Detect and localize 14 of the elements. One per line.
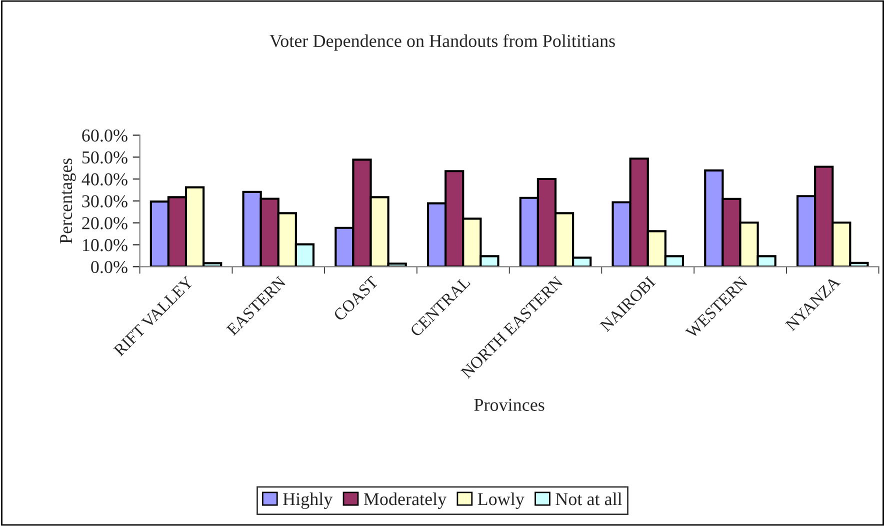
chart-title: Voter Dependence on Handouts from Polititians	[270, 34, 615, 51]
legend-label: Lowly	[478, 492, 524, 509]
legend-label: Highly	[283, 492, 333, 509]
legend-label: Moderately	[364, 492, 447, 509]
y-tick-label: 40.0%	[82, 173, 128, 186]
y-axis-title: Percentages	[60, 158, 76, 244]
y-tick-label: 30.0%	[82, 195, 128, 208]
x-axis-title: Provinces	[474, 398, 544, 411]
y-tick-label: 10.0%	[82, 239, 128, 252]
y-tick-label: 0.0%	[91, 260, 128, 274]
y-tick-label: 20.0%	[82, 217, 128, 230]
y-tick-label: 60.0%	[82, 129, 128, 142]
legend-label: Not at all	[556, 492, 622, 506]
y-tick-label: 50.0%	[82, 151, 128, 164]
